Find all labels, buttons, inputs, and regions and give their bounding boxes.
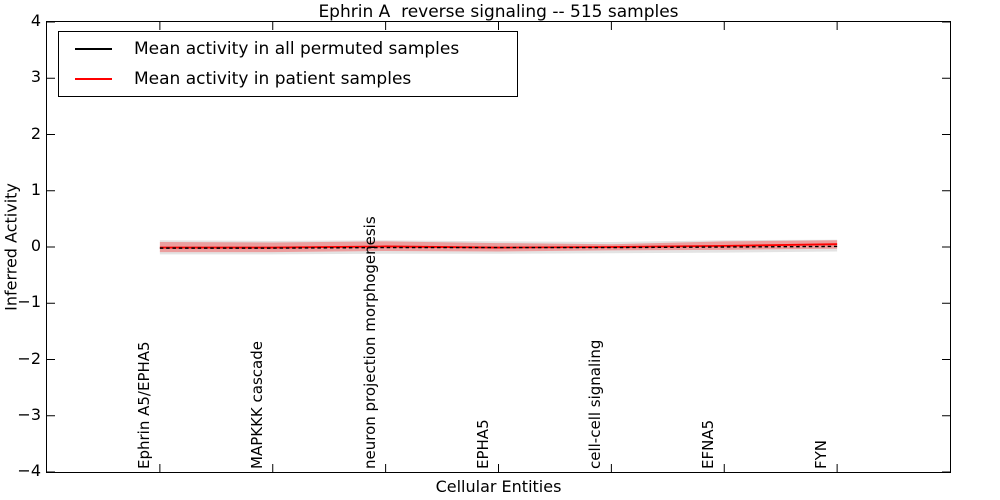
x-axis-label: Cellular Entities — [435, 477, 562, 496]
legend-label-patient: Mean activity in patient samples — [134, 69, 412, 89]
legend-entry-permuted: Mean activity in all permuted samples — [59, 37, 517, 61]
y-tick-label: −1 — [17, 292, 41, 312]
patient-range-band — [159, 240, 838, 253]
y-tick-label: 0 — [30, 236, 41, 255]
x-tick-label: Ephrin A5/EPHA5 — [134, 341, 153, 469]
legend-line-permuted-icon — [75, 48, 112, 50]
x-tick-label: EPHA5 — [473, 419, 492, 469]
y-tick-label: 2 — [30, 123, 41, 143]
plot-area — [46, 21, 951, 473]
y-tick-label: −2 — [17, 348, 41, 368]
series-line-patient — [159, 243, 838, 249]
chart-title: Ephrin A reverse signaling -- 515 sample… — [318, 2, 679, 22]
y-tick-label: −3 — [17, 404, 41, 424]
x-tick-label: FYN — [812, 439, 831, 469]
x-tick-label: MAPKKK cascade — [247, 341, 266, 469]
y-tick-label: −4 — [17, 461, 41, 480]
y-tick-label: 3 — [30, 67, 41, 87]
chart-canvas — [47, 22, 950, 472]
x-tick-label: cell-cell signaling — [586, 339, 605, 469]
x-tick-label: neuron projection morphogenesis — [360, 216, 379, 469]
legend: Mean activity in all permuted samples Me… — [58, 31, 518, 97]
legend-line-patient-icon — [75, 78, 112, 80]
x-tick-label: EFNA5 — [699, 419, 718, 469]
y-tick-label: 4 — [30, 11, 41, 30]
y-tick-label: 1 — [30, 179, 41, 199]
legend-entry-patient: Mean activity in patient samples — [59, 67, 517, 91]
legend-label-permuted: Mean activity in all permuted samples — [134, 39, 460, 59]
